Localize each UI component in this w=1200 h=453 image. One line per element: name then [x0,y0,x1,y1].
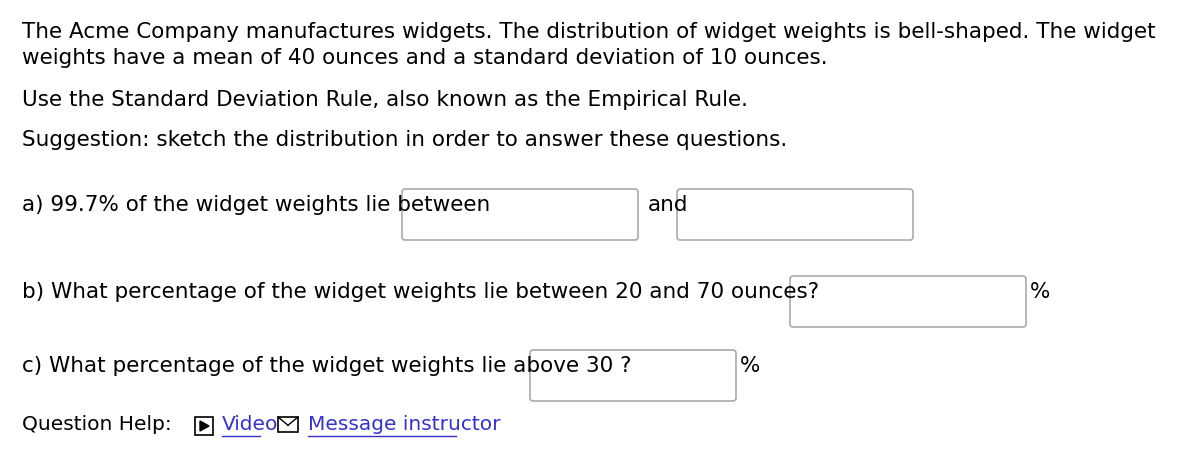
Text: b) What percentage of the widget weights lie between 20 and 70 ounces?: b) What percentage of the widget weights… [22,282,820,302]
Text: Suggestion: sketch the distribution in order to answer these questions.: Suggestion: sketch the distribution in o… [22,130,787,150]
Bar [194,417,214,435]
Text: c) What percentage of the widget weights lie above 30 ?: c) What percentage of the widget weights… [22,356,631,376]
Text: %: % [740,356,761,376]
Text: Message instructor: Message instructor [308,415,500,434]
FancyBboxPatch shape [677,189,913,240]
Text: The Acme Company manufactures widgets. The distribution of widget weights is bel: The Acme Company manufactures widgets. T… [22,22,1156,42]
FancyBboxPatch shape [530,350,736,401]
Text: weights have a mean of 40 ounces and a standard deviation of 10 ounces.: weights have a mean of 40 ounces and a s… [22,48,828,68]
Bar [278,417,298,432]
Text: %: % [1030,282,1050,302]
Text: Video: Video [222,415,278,434]
Text: Use the Standard Deviation Rule, also known as the Empirical Rule.: Use the Standard Deviation Rule, also kn… [22,90,748,110]
Text: and: and [648,195,689,215]
Text: Question Help:: Question Help: [22,415,172,434]
Polygon shape [200,421,209,431]
FancyBboxPatch shape [790,276,1026,327]
FancyBboxPatch shape [402,189,638,240]
Text: a) 99.7% of the widget weights lie between: a) 99.7% of the widget weights lie betwe… [22,195,491,215]
